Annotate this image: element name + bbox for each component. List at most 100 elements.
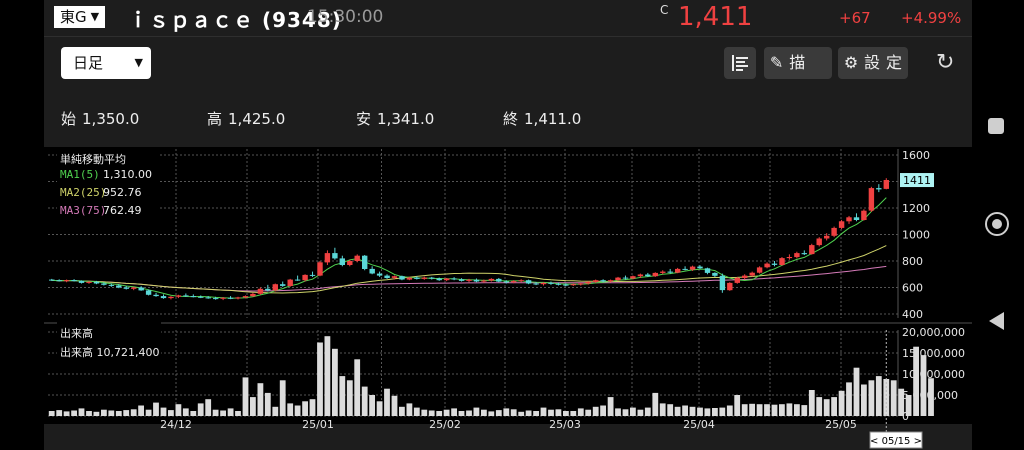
volume-bar bbox=[190, 411, 197, 416]
candle-body bbox=[622, 277, 629, 279]
settings-label: 設定 bbox=[864, 53, 908, 72]
draw-button[interactable]: ✎ 描画 bbox=[764, 47, 832, 79]
candle-body bbox=[742, 275, 748, 278]
volume-tick-label: 20,000,000 bbox=[902, 326, 965, 339]
candle-body bbox=[607, 280, 614, 282]
candle-body bbox=[116, 285, 122, 288]
volume-bar bbox=[56, 410, 63, 416]
volume-bar bbox=[346, 380, 353, 416]
volume-bar bbox=[600, 405, 606, 416]
candle-body bbox=[324, 253, 331, 263]
chevron-down-icon: ▼ bbox=[90, 10, 100, 23]
ma2-value: 952.76 bbox=[103, 186, 142, 199]
volume-bar bbox=[659, 403, 666, 416]
gear-icon: ⚙ bbox=[843, 53, 859, 72]
candle-body bbox=[406, 277, 413, 280]
volume-bar bbox=[302, 401, 308, 416]
settings-button[interactable]: ⚙ 設定 bbox=[838, 47, 908, 79]
volume-bar bbox=[644, 407, 651, 416]
candle-body bbox=[56, 280, 62, 282]
home-icon[interactable] bbox=[985, 212, 1009, 236]
price-chart[interactable]: 400600800100012001400160005,000,00010,00… bbox=[44, 0, 972, 450]
candle-body bbox=[630, 276, 636, 279]
candle-body bbox=[190, 296, 196, 298]
candle-body bbox=[876, 188, 882, 190]
volume-bar bbox=[861, 384, 867, 416]
period-select[interactable]: 日足 ▼ bbox=[61, 47, 151, 79]
volume-bar bbox=[630, 407, 636, 416]
candle-body bbox=[764, 263, 770, 268]
ma-legend-title: 単純移動平均 bbox=[60, 153, 126, 166]
market-selector[interactable]: 東G ▼ bbox=[54, 6, 106, 28]
x-tick-label: 25/02 bbox=[429, 418, 461, 431]
cursor-date-label: < 05/15 > bbox=[870, 436, 922, 447]
candle-body bbox=[667, 271, 673, 273]
candle-body bbox=[235, 297, 241, 299]
volume-bar bbox=[577, 408, 584, 416]
volume-bar bbox=[905, 395, 912, 416]
x-tick-label: 25/01 bbox=[302, 418, 334, 431]
volume-legend-title: 出来高 bbox=[60, 327, 93, 340]
recents-icon[interactable] bbox=[988, 118, 1004, 134]
volume-bar bbox=[384, 388, 390, 416]
candle-body bbox=[794, 253, 800, 258]
candle-body bbox=[660, 271, 666, 273]
volume-bar bbox=[182, 408, 189, 416]
volume-bar bbox=[920, 355, 927, 416]
volume-bar bbox=[272, 406, 279, 416]
candle-body bbox=[272, 284, 278, 291]
pencil-icon: ✎ bbox=[769, 53, 784, 72]
candle-body bbox=[533, 283, 539, 285]
ma-legend: 単純移動平均 MA1(5) 1,310.00 MA2(25) 952.76 MA… bbox=[57, 149, 159, 227]
candle-body bbox=[205, 297, 211, 299]
volume-bar bbox=[354, 359, 361, 416]
volume-bar bbox=[585, 409, 592, 416]
x-tick-label: 24/12 bbox=[160, 418, 192, 431]
candle-body bbox=[153, 294, 159, 297]
candle-body bbox=[689, 266, 696, 270]
candle-body bbox=[578, 283, 584, 285]
candle-body bbox=[600, 280, 606, 282]
refresh-icon[interactable]: ↻ bbox=[936, 50, 955, 75]
ma2-label: MA2(25) bbox=[60, 186, 107, 199]
volume-bar bbox=[101, 409, 107, 416]
volume-bar bbox=[205, 399, 212, 416]
candle-body bbox=[168, 296, 174, 299]
chevron-down-icon: ▼ bbox=[134, 56, 143, 69]
volume-bar bbox=[831, 397, 837, 416]
candle-body bbox=[384, 275, 390, 278]
volume-bar bbox=[332, 348, 338, 416]
open-value: 1,350.0 bbox=[82, 110, 140, 128]
price-tick-label: 400 bbox=[902, 308, 923, 321]
volume-bar bbox=[428, 410, 435, 416]
volume-bar bbox=[883, 379, 890, 416]
volume-bar bbox=[853, 367, 860, 416]
indicator-list-button[interactable] bbox=[724, 47, 756, 79]
candle-body bbox=[280, 284, 286, 286]
volume-bar bbox=[823, 399, 830, 416]
header-divider bbox=[44, 36, 972, 37]
company-name: ｉｓｐａｃｅ (9348) bbox=[128, 8, 342, 32]
ohlc-high: 高 1,425.0 bbox=[207, 108, 285, 129]
candle-body bbox=[376, 273, 383, 276]
cursor-date-box bbox=[869, 431, 923, 449]
chart-app: 東G ▼ ｉｓｐａｃｅ (9348) 15:30:00 C 1,411 +67 … bbox=[44, 0, 972, 450]
current-price: 1,411 bbox=[678, 2, 753, 32]
candle-body bbox=[704, 268, 711, 273]
volume-bar bbox=[481, 409, 487, 416]
candle-body bbox=[183, 295, 189, 297]
close-value: 1,411.0 bbox=[524, 110, 582, 128]
volume-bar bbox=[697, 407, 703, 416]
volume-bar bbox=[928, 378, 934, 416]
candle-body bbox=[160, 296, 167, 299]
volume-bar bbox=[749, 403, 755, 416]
volume-bar bbox=[78, 408, 85, 416]
back-icon[interactable] bbox=[989, 312, 1004, 330]
volume-bar bbox=[361, 386, 368, 416]
ohlc-open: 始 1,350.0 bbox=[61, 108, 139, 129]
candle-body bbox=[86, 281, 92, 283]
candle-body bbox=[49, 279, 55, 281]
price-tick-label: 800 bbox=[902, 255, 923, 268]
volume-bar bbox=[264, 392, 271, 416]
volume-bar bbox=[741, 404, 748, 416]
